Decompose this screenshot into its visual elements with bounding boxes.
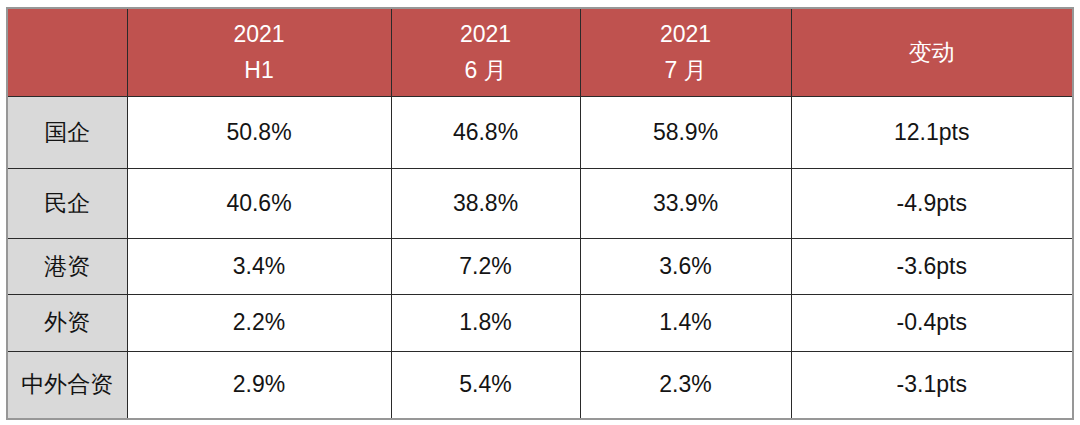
table-row-joint-venture: 中外合资 2.9% 5.4% 2.3% -3.1pts (7, 351, 1073, 419)
value-cell: 7.2% (391, 238, 580, 294)
table-row-foreign-capital: 外资 2.2% 1.8% 1.4% -0.4pts (7, 294, 1073, 351)
header-period-line: 7 月 (581, 52, 791, 88)
value-cell: 3.6% (580, 238, 791, 294)
ownership-share-table: 2021 H1 2021 6 月 2021 7 月 变动 国企 50.8% 46… (6, 7, 1074, 420)
row-label-joint-venture: 中外合资 (7, 351, 127, 419)
change-cell: -3.6pts (791, 238, 1073, 294)
change-cell: -3.1pts (791, 351, 1073, 419)
value-cell: 2.9% (127, 351, 391, 419)
table-container: 2021 H1 2021 6 月 2021 7 月 变动 国企 50.8% 46… (0, 0, 1080, 425)
header-period-line: H1 (128, 52, 391, 88)
value-cell: 46.8% (391, 96, 580, 168)
value-cell: 33.9% (580, 168, 791, 238)
header-row: 2021 H1 2021 6 月 2021 7 月 变动 (7, 8, 1073, 96)
table-row-hk-capital: 港资 3.4% 7.2% 3.6% -3.6pts (7, 238, 1073, 294)
table-row-private: 民企 40.6% 38.8% 33.9% -4.9pts (7, 168, 1073, 238)
table-row-soe: 国企 50.8% 46.8% 58.9% 12.1pts (7, 96, 1073, 168)
value-cell: 1.4% (580, 294, 791, 351)
value-cell: 3.4% (127, 238, 391, 294)
change-cell: -4.9pts (791, 168, 1073, 238)
header-year-line: 2021 (581, 16, 791, 52)
value-cell: 38.8% (391, 168, 580, 238)
row-label-foreign-capital: 外资 (7, 294, 127, 351)
value-cell: 2.2% (127, 294, 391, 351)
header-cell-2021-june: 2021 6 月 (391, 8, 580, 96)
change-cell: -0.4pts (791, 294, 1073, 351)
change-cell: 12.1pts (791, 96, 1073, 168)
row-label-hk-capital: 港资 (7, 238, 127, 294)
value-cell: 2.3% (580, 351, 791, 419)
corner-cell (7, 8, 127, 96)
value-cell: 58.9% (580, 96, 791, 168)
value-cell: 40.6% (127, 168, 391, 238)
header-year-line: 2021 (392, 16, 580, 52)
header-cell-2021-h1: 2021 H1 (127, 8, 391, 96)
value-cell: 50.8% (127, 96, 391, 168)
header-cell-2021-july: 2021 7 月 (580, 8, 791, 96)
header-period-line: 6 月 (392, 52, 580, 88)
row-label-private: 民企 (7, 168, 127, 238)
value-cell: 5.4% (391, 351, 580, 419)
header-cell-change: 变动 (791, 8, 1073, 96)
value-cell: 1.8% (391, 294, 580, 351)
row-label-soe: 国企 (7, 96, 127, 168)
header-year-line: 2021 (128, 16, 391, 52)
